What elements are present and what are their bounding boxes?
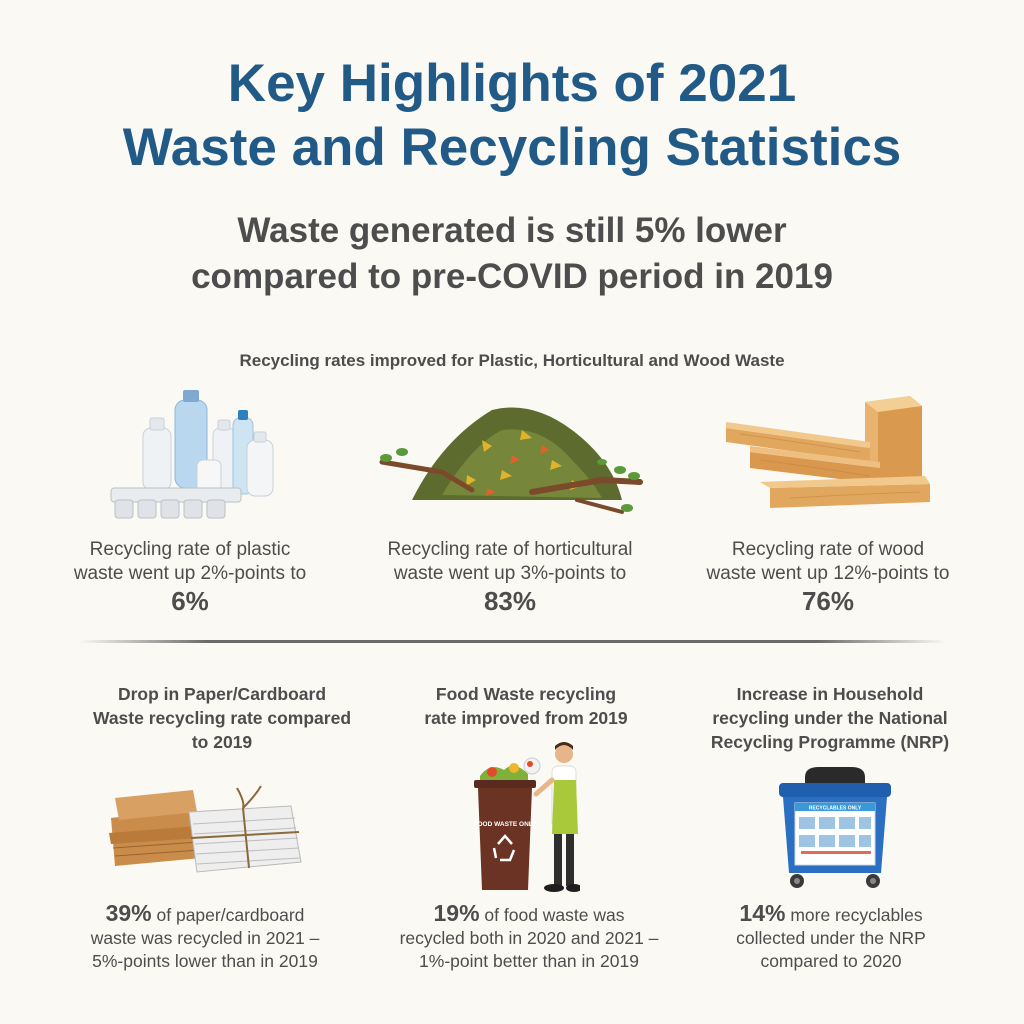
household-heading-line-1: Increase in Household [736,684,924,704]
food-waste-bin-icon: FOOD WASTE ONLY [474,742,580,892]
wood-recycling-rate: Recycling rate of wood waste went up 12%… [678,538,978,616]
paper-cardboard-bundle-icon [109,785,302,873]
food-heading-line-2: rate improved from 2019 [424,708,628,728]
food-stat-line-1: of food waste was [479,905,625,925]
food-heading: Food Waste recycling rate improved from … [376,682,676,730]
title-line-1: Key Highlights of 2021 [227,54,797,113]
paper-stat-line-1: of paper/cardboard [151,905,305,925]
wood-planks-icon [726,396,930,508]
paper-heading-line-1: Drop in Paper/Cardboard [117,684,327,704]
household-stat-value: 14% [739,900,786,926]
household-stat-line-1: more recyclables [785,905,923,925]
household-stat: 14% more recyclables collected under the… [676,902,986,973]
page-subtitle: Waste generated is still 5% lower compar… [0,208,1024,300]
food-heading-line-1: Food Waste recycling [435,684,617,704]
plastic-text-line-1: Recycling rate of plastic [89,539,291,560]
plastic-rate-value: 6% [171,586,209,616]
household-heading: Increase in Household recycling under th… [680,682,980,754]
page-title: Key Highlights of 2021 Waste and Recycli… [0,52,1024,180]
horticultural-recycling-rate: Recycling rate of horticultural waste we… [360,538,660,616]
paper-stat-value: 39% [105,900,152,926]
paper-stat-line-3: 5%-points lower than in 2019 [92,951,318,971]
recycling-rates-heading: Recycling rates improved for Plastic, Ho… [239,351,785,370]
household-stat-line-3: compared to 2020 [760,951,902,971]
paper-stat-line-2: waste was recycled in 2021 – [90,928,320,948]
wood-rate-value: 76% [801,586,855,616]
plastic-bottles-icon [110,390,274,519]
household-stat-line-2: collected under the NRP [736,928,926,948]
household-heading-line-2: recycling under the National [712,708,948,728]
horticultural-text-line-2: waste went up 3%-points to [393,563,627,584]
section-divider [78,640,946,643]
paper-heading: Drop in Paper/Cardboard Waste recycling … [72,682,372,754]
plastic-recycling-rate: Recycling rate of plastic waste went up … [40,538,340,616]
paper-heading-line-3: to 2019 [191,732,253,752]
recycling-bin-label: RECYCLABLES ONLY [809,806,862,812]
horticultural-rate-value: 83% [483,586,537,616]
paper-heading-line-2: Waste recycling rate compared [92,708,352,728]
household-heading-line-3: Recycling Programme (NRP) [710,732,950,752]
food-stat-value: 19% [433,900,480,926]
horticultural-waste-icon [379,407,643,514]
food-stat: 19% of food waste was recycled both in 2… [374,902,684,973]
plastic-text-line-2: waste went up 2%-points to [73,563,307,584]
horticultural-text-line-1: Recycling rate of horticultural [387,539,633,560]
paper-stat: 39% of paper/cardboard waste was recycle… [50,902,360,973]
recycling-bin-icon: RECYCLABLES ONLY [779,767,891,888]
bin-label: FOOD WASTE ONLY [474,821,538,828]
title-line-2: Waste and Recycling Statistics [122,118,902,177]
food-stat-line-3: 1%-point better than in 2019 [419,951,639,971]
subtitle-line-2: compared to pre-COVID period in 2019 [191,257,833,296]
wood-text-line-2: waste went up 12%-points to [706,563,950,584]
wood-text-line-1: Recycling rate of wood [731,539,925,560]
food-stat-line-2: recycled both in 2020 and 2021 – [399,928,659,948]
subtitle-line-1: Waste generated is still 5% lower [237,211,787,250]
